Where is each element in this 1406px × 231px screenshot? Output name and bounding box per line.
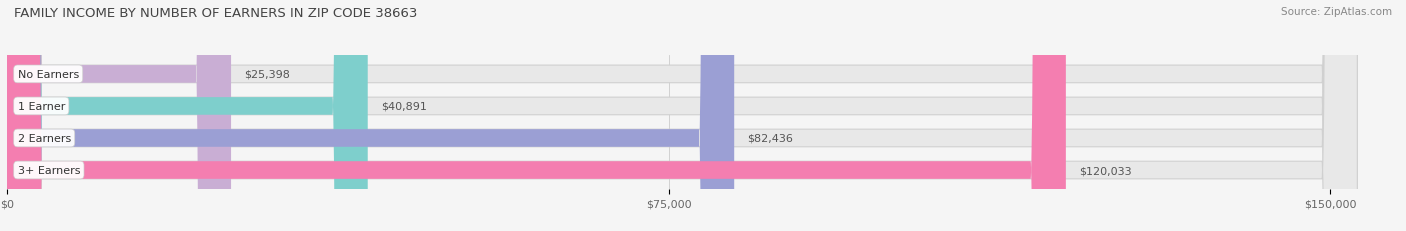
FancyBboxPatch shape: [7, 0, 734, 231]
Text: FAMILY INCOME BY NUMBER OF EARNERS IN ZIP CODE 38663: FAMILY INCOME BY NUMBER OF EARNERS IN ZI…: [14, 7, 418, 20]
FancyBboxPatch shape: [7, 0, 1357, 231]
FancyBboxPatch shape: [7, 0, 1357, 231]
FancyBboxPatch shape: [7, 0, 1066, 231]
Text: $40,891: $40,891: [381, 101, 427, 112]
FancyBboxPatch shape: [7, 0, 1357, 231]
Text: $82,436: $82,436: [748, 133, 793, 143]
Text: $120,033: $120,033: [1078, 165, 1132, 175]
Text: No Earners: No Earners: [18, 70, 79, 79]
Text: Source: ZipAtlas.com: Source: ZipAtlas.com: [1281, 7, 1392, 17]
Text: 2 Earners: 2 Earners: [18, 133, 70, 143]
Text: $25,398: $25,398: [245, 70, 290, 79]
FancyBboxPatch shape: [7, 0, 1357, 231]
Text: 1 Earner: 1 Earner: [18, 101, 65, 112]
FancyBboxPatch shape: [7, 0, 368, 231]
FancyBboxPatch shape: [7, 0, 231, 231]
Text: 3+ Earners: 3+ Earners: [18, 165, 80, 175]
